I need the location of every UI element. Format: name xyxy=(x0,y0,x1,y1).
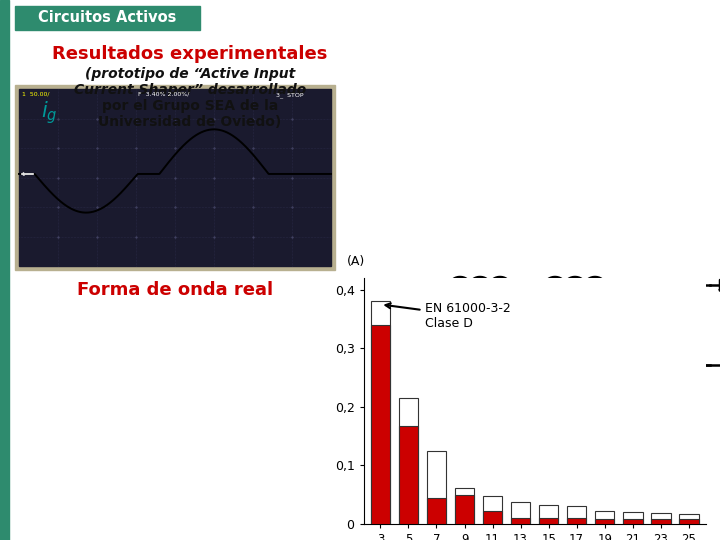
Bar xyxy=(510,502,531,524)
Text: +: + xyxy=(535,302,543,312)
Bar xyxy=(455,495,474,524)
Text: 3_  STOP: 3_ STOP xyxy=(276,92,304,98)
Text: EN 61000-3-2
Clase D: EN 61000-3-2 Clase D xyxy=(385,302,511,330)
Bar xyxy=(15,85,335,270)
Bar xyxy=(510,518,531,524)
Bar xyxy=(651,513,670,524)
Text: (A): (A) xyxy=(346,255,365,268)
Text: 1  50.00/: 1 50.00/ xyxy=(22,92,50,97)
Bar xyxy=(679,519,698,524)
Bar xyxy=(679,515,698,524)
Bar xyxy=(19,89,331,266)
Bar xyxy=(15,6,200,30)
Bar xyxy=(0,0,9,540)
Bar xyxy=(651,519,670,524)
Bar xyxy=(371,301,390,524)
Text: $i_g$: $i_g$ xyxy=(41,99,58,126)
Bar xyxy=(539,518,559,524)
Text: Corrección del Factor de Potencia: Corrección del Factor de Potencia xyxy=(0,158,11,382)
Text: Current Shaper” desarrollado: Current Shaper” desarrollado xyxy=(74,83,306,97)
Text: por el Grupo SEA de la: por el Grupo SEA de la xyxy=(102,99,278,113)
Text: $i_g$: $i_g$ xyxy=(365,292,377,312)
Bar xyxy=(455,488,474,524)
Bar xyxy=(567,518,587,524)
Text: Universidad de Oviedo): Universidad de Oviedo) xyxy=(99,115,282,129)
Text: Forma de onda real: Forma de onda real xyxy=(77,281,273,299)
Text: 1: 1 xyxy=(21,172,24,178)
Bar xyxy=(427,451,446,524)
Text: (prototipo de “Active Input: (prototipo de “Active Input xyxy=(85,67,295,81)
Bar xyxy=(427,498,446,524)
Bar xyxy=(623,512,642,524)
Bar xyxy=(482,511,503,524)
Text: $L_d$: $L_d$ xyxy=(557,287,579,308)
Bar xyxy=(595,511,614,524)
Text: $L_F$: $L_F$ xyxy=(458,287,478,308)
Bar xyxy=(567,507,587,524)
Bar xyxy=(371,325,390,524)
Bar xyxy=(399,398,418,524)
Text: F  3.40% 2.00%/: F 3.40% 2.00%/ xyxy=(138,92,189,97)
Text: Resultados experimentales: Resultados experimentales xyxy=(53,45,328,63)
Bar xyxy=(482,496,503,524)
Bar xyxy=(623,519,642,524)
Text: -: - xyxy=(535,318,539,328)
Bar xyxy=(539,505,559,524)
Bar xyxy=(595,519,614,524)
Bar xyxy=(399,426,418,524)
Text: Circuitos Activos: Circuitos Activos xyxy=(38,10,176,25)
